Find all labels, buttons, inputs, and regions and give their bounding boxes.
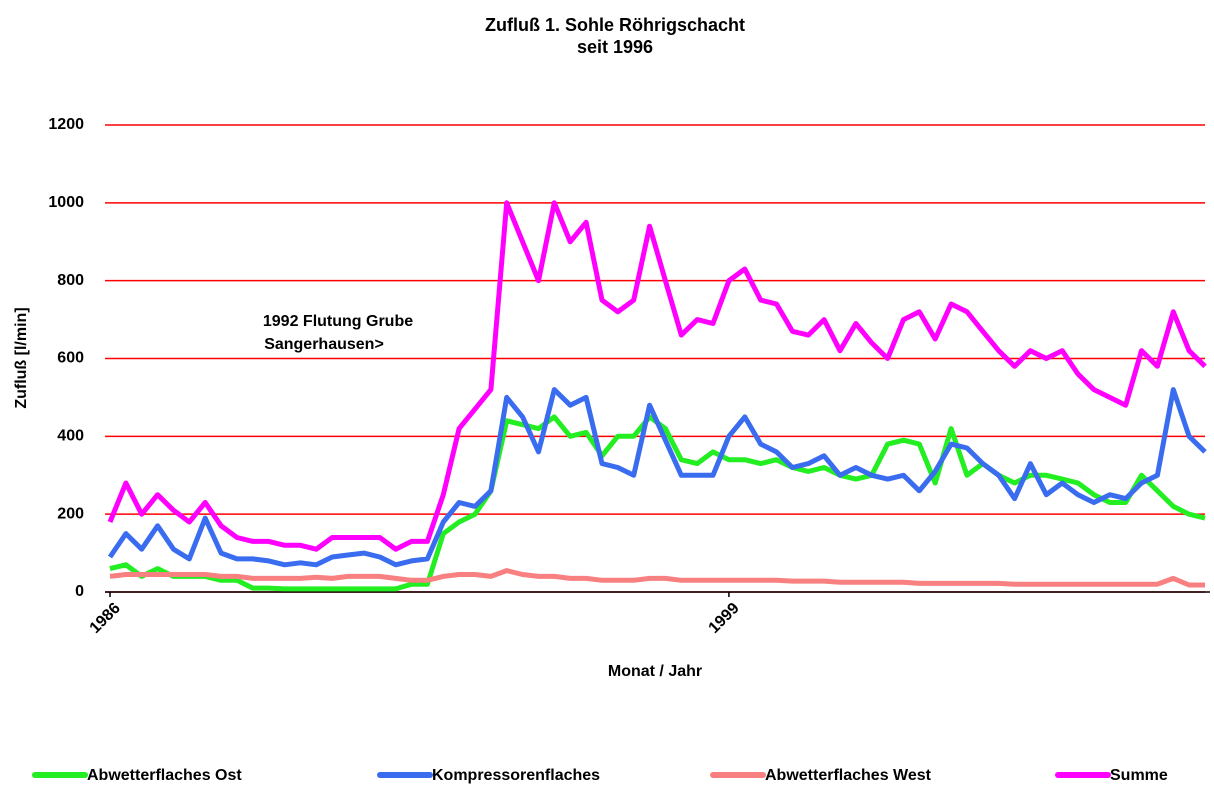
y-tick-label: 1000 [48, 194, 84, 211]
y-tick-label: 600 [57, 350, 84, 367]
annotation: Sangerhausen> [264, 336, 384, 353]
data-line [107, 387, 1207, 568]
y-tick-label: 800 [57, 272, 84, 289]
data-line [107, 200, 1207, 552]
legend-label: Abwetterflaches Ost [87, 767, 242, 784]
legend-label: Abwetterflaches West [765, 767, 932, 784]
x-axis-label: Monat / Jahr [608, 663, 702, 680]
legend-label: Summe [1110, 767, 1168, 784]
y-axis-label: Zufluß [l/min] [13, 307, 30, 408]
y-tick-label: 0 [75, 583, 84, 600]
y-tick-label: 1200 [48, 116, 84, 133]
data-line [109, 568, 1205, 588]
chart-subtitle: seit 1996 [577, 37, 653, 57]
chart-title: Zufluß 1. Sohle Röhrigschacht [485, 15, 745, 35]
legend-label: Kompressorenflaches [432, 767, 600, 784]
y-tick-label: 200 [57, 505, 84, 522]
y-tick-label: 400 [57, 428, 84, 445]
annotation: 1992 Flutung Grube [263, 313, 413, 330]
